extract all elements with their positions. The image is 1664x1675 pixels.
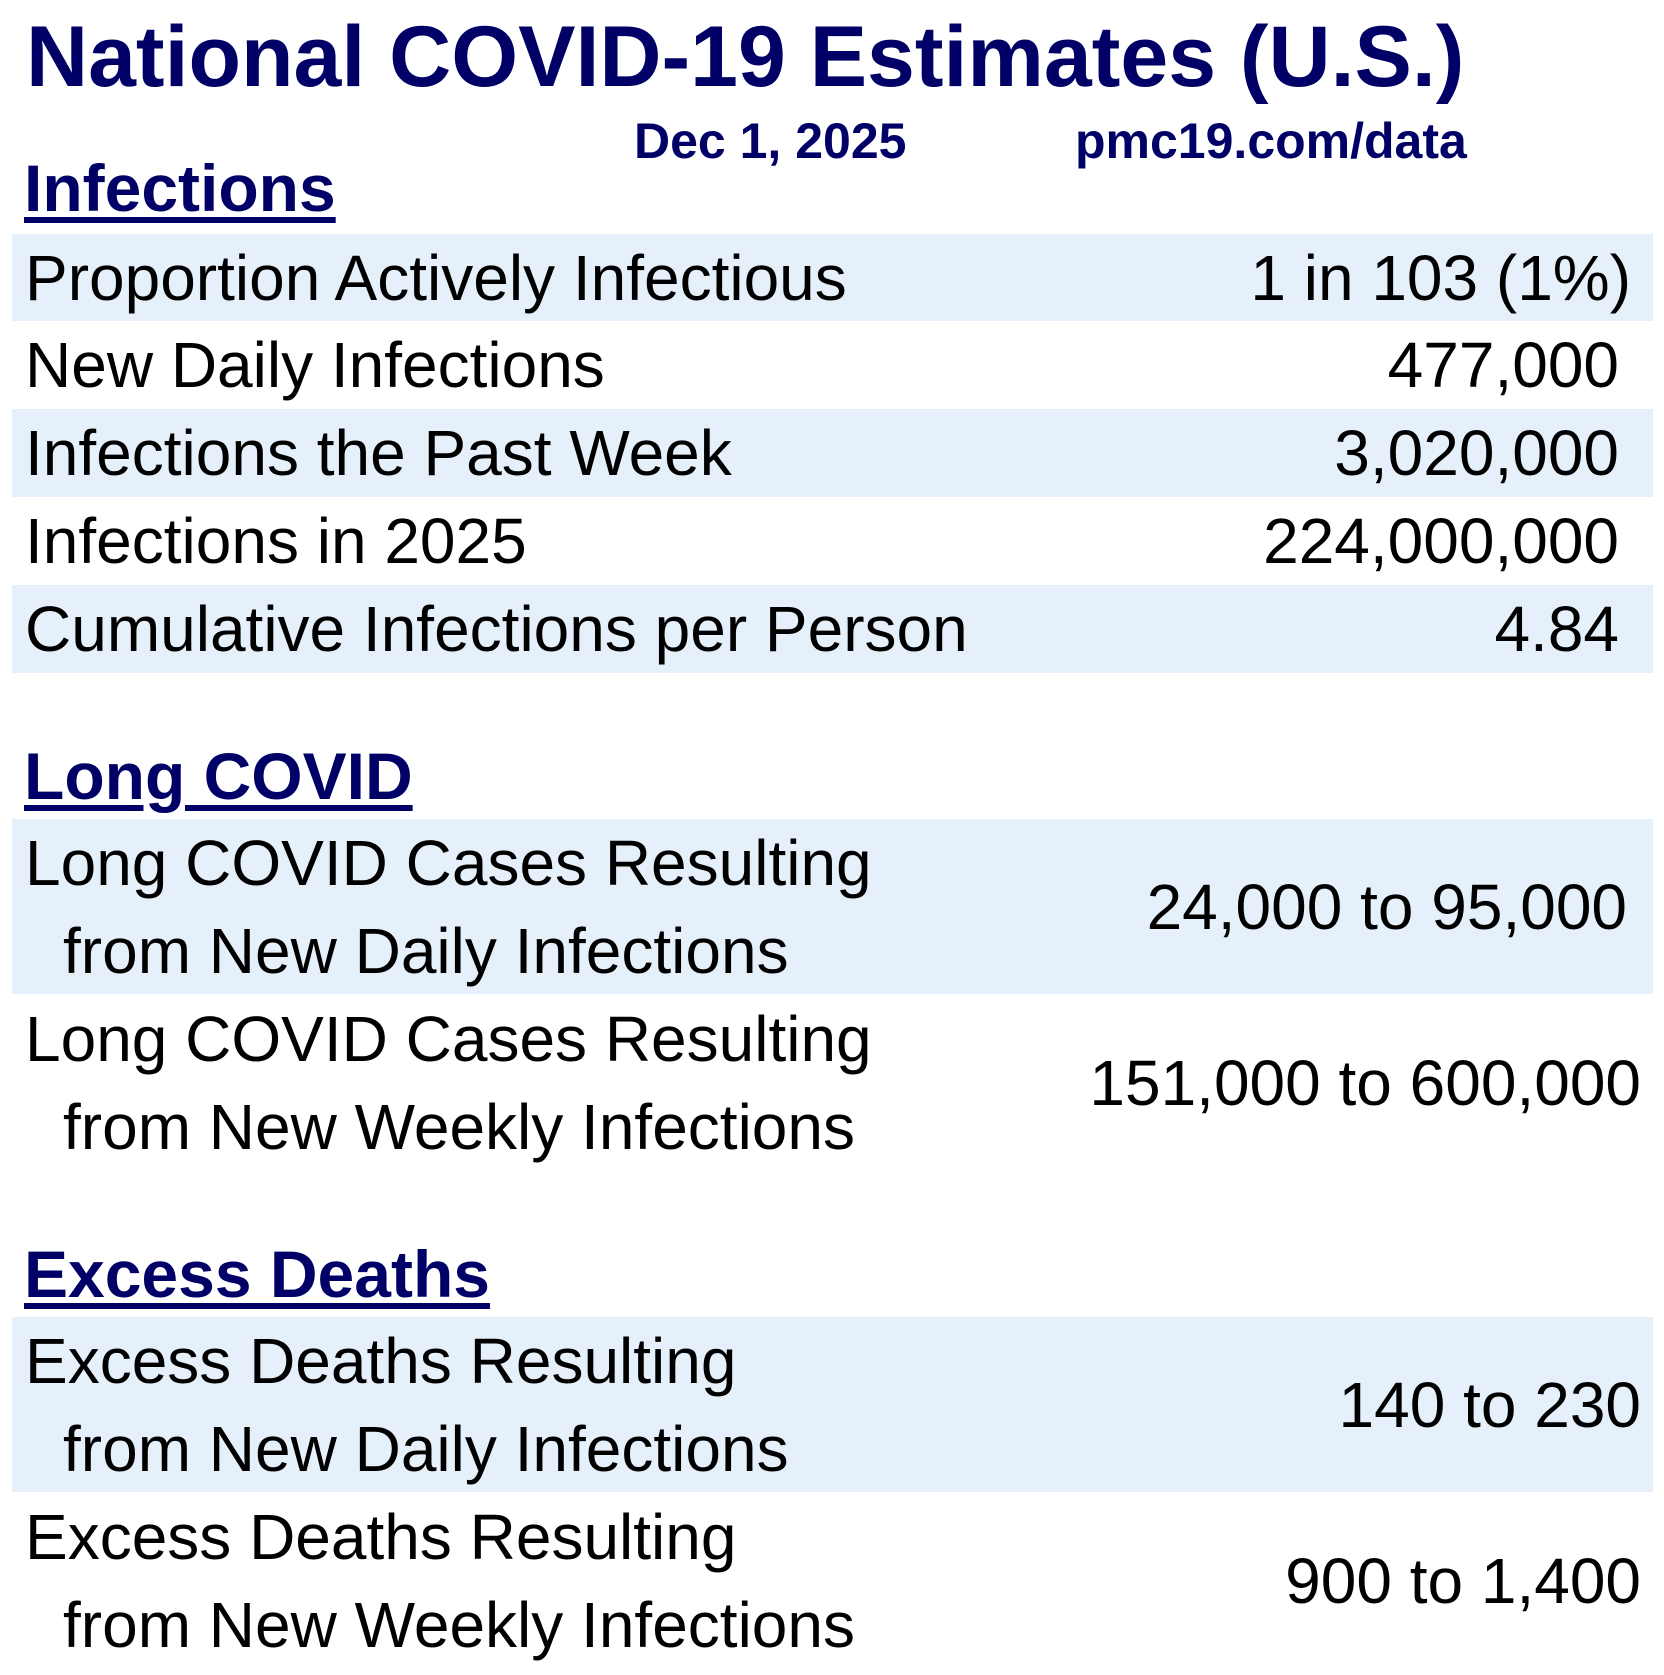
source-link: pmc19.com/data — [1075, 113, 1467, 169]
row-label: Cumulative Infections per Person — [25, 593, 968, 665]
section-heading-excess-deaths: Excess Deaths — [24, 1237, 490, 1311]
row-value: 1 in 103 (1%) — [1250, 241, 1631, 314]
table-row: Proportion Actively Infectious 1 in 103 (… — [12, 234, 1653, 321]
row-value: 477,000 — [1387, 329, 1619, 401]
row-value: 151,000 to 600,000 — [1089, 1046, 1641, 1119]
row-label-line1: Long COVID Cases Resulting — [25, 1002, 872, 1075]
row-value: 3,020,000 — [1334, 417, 1619, 489]
section-heading-long-covid: Long COVID — [24, 739, 413, 813]
row-label-line1: Excess Deaths Resulting — [25, 1500, 737, 1573]
table-row: Infections in 2025 224,000,000 — [12, 497, 1653, 585]
row-value: 4.84 — [1494, 593, 1619, 665]
table-row: Long COVID Cases Resulting from New Weekl… — [12, 994, 1653, 1171]
row-label: Excess Deaths Resulting from New Weekly I… — [12, 1493, 855, 1669]
row-value: 140 to 230 — [1338, 1368, 1642, 1441]
page-title: National COVID-19 Estimates (U.S.) — [26, 9, 1465, 105]
row-label-line2: from New Daily Infections — [63, 1412, 789, 1485]
row-label: Long COVID Cases Resulting from New Daily… — [12, 819, 872, 995]
row-label-line2: from New Weekly Infections — [63, 1090, 855, 1163]
section-heading-infections: Infections — [24, 151, 336, 225]
row-value: 24,000 to 95,000 — [1146, 870, 1627, 943]
table-row: Infections the Past Week 3,020,000 — [12, 409, 1653, 497]
row-value: 900 to 1,400 — [1285, 1544, 1641, 1617]
row-label: Infections the Past Week — [25, 417, 732, 489]
row-value: 224,000,000 — [1263, 505, 1619, 577]
row-label-line2: from New Daily Infections — [63, 914, 789, 987]
row-label: New Daily Infections — [25, 329, 605, 401]
row-label-line1: Excess Deaths Resulting — [25, 1324, 737, 1397]
row-label: Excess Deaths Resulting from New Daily In… — [12, 1317, 789, 1493]
table-row: New Daily Infections 477,000 — [12, 321, 1653, 409]
date: Dec 1, 2025 — [634, 113, 907, 169]
row-label-line2: from New Weekly Infections — [63, 1588, 855, 1661]
table-row: Cumulative Infections per Person 4.84 — [12, 585, 1653, 673]
table-row: Excess Deaths Resulting from New Weekly I… — [12, 1492, 1653, 1669]
row-label: Infections in 2025 — [25, 505, 527, 577]
row-label: Long COVID Cases Resulting from New Weekl… — [12, 995, 872, 1171]
table-row: Long COVID Cases Resulting from New Daily… — [12, 819, 1653, 994]
table-row: Excess Deaths Resulting from New Daily In… — [12, 1317, 1653, 1492]
row-label: Proportion Actively Infectious — [25, 241, 847, 314]
row-label-line1: Long COVID Cases Resulting — [25, 826, 872, 899]
